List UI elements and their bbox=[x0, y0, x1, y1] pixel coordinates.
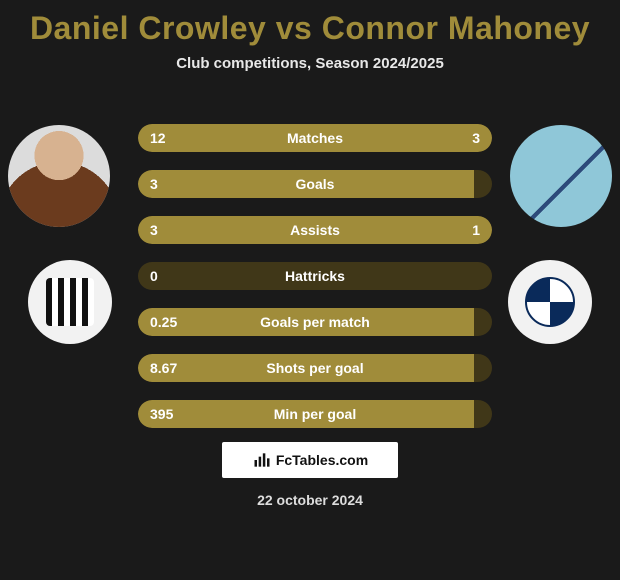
stat-value-right: 1 bbox=[460, 216, 492, 244]
stat-row: 12 Matches 3 bbox=[138, 124, 492, 152]
stat-row: 8.67 Shots per goal bbox=[138, 354, 492, 382]
stat-value-right: 3 bbox=[460, 124, 492, 152]
player-right-avatar bbox=[510, 125, 612, 227]
stat-row: 0 Hattricks bbox=[138, 262, 492, 290]
brand-text: FcTables.com bbox=[276, 452, 368, 468]
stat-value-right bbox=[468, 400, 492, 428]
stat-label: Shots per goal bbox=[138, 354, 492, 382]
stat-value-right bbox=[468, 170, 492, 198]
club-left-crest-icon bbox=[46, 278, 93, 325]
stat-row: 3 Assists 1 bbox=[138, 216, 492, 244]
subtitle: Club competitions, Season 2024/2025 bbox=[0, 55, 620, 72]
club-left-badge bbox=[28, 260, 112, 344]
club-right-badge bbox=[508, 260, 592, 344]
player-right-avatar-image bbox=[510, 125, 612, 227]
stat-label: Min per goal bbox=[138, 400, 492, 428]
stat-value-right bbox=[468, 262, 492, 290]
brand-chart-icon bbox=[252, 450, 272, 470]
page-title: Daniel Crowley vs Connor Mahoney bbox=[0, 0, 620, 47]
stat-label: Assists bbox=[138, 216, 492, 244]
brand-chip[interactable]: FcTables.com bbox=[222, 442, 398, 478]
club-right-crest-icon bbox=[525, 277, 575, 327]
player-left-avatar-image bbox=[8, 125, 110, 227]
stat-label: Goals bbox=[138, 170, 492, 198]
stat-value-right bbox=[468, 354, 492, 382]
stat-label: Hattricks bbox=[138, 262, 492, 290]
comparison-bars: 12 Matches 3 3 Goals 3 Assists 1 0 Hattr… bbox=[138, 124, 492, 446]
stat-row: 0.25 Goals per match bbox=[138, 308, 492, 336]
stat-label: Goals per match bbox=[138, 308, 492, 336]
date-label: 22 october 2024 bbox=[0, 492, 620, 508]
stat-row: 395 Min per goal bbox=[138, 400, 492, 428]
stat-value-right bbox=[468, 308, 492, 336]
player-left-avatar bbox=[8, 125, 110, 227]
stat-row: 3 Goals bbox=[138, 170, 492, 198]
stat-label: Matches bbox=[138, 124, 492, 152]
